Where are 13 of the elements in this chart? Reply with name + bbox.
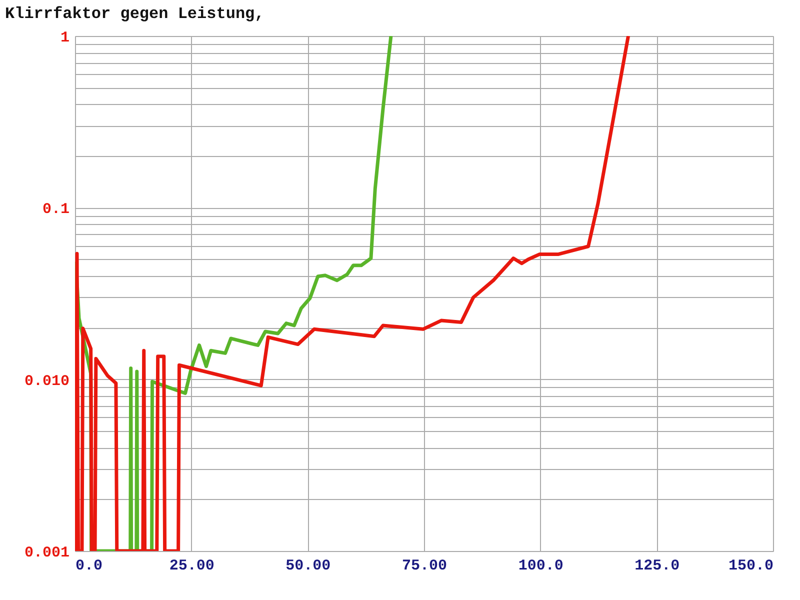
x-tick-label: 75.00	[402, 558, 448, 574]
y-tick-label: 0.1	[42, 201, 70, 218]
x-tick-label: 100.0	[518, 558, 564, 574]
y-tick-label: 0.001	[24, 544, 70, 562]
line-series	[75, 36, 630, 551]
x-tick-label: 25.00	[169, 558, 214, 574]
x-tick-label: 0.0	[76, 558, 103, 574]
x-tick-label: 50.00	[286, 558, 331, 574]
x-tick-label: 125.0	[634, 558, 680, 574]
chart-title: Klirrfaktor gegen Leistung,	[5, 5, 264, 23]
y-tick-label: 0.010	[24, 372, 70, 390]
x-tick-label: 150.0	[728, 558, 774, 574]
y-tick-label: 1	[60, 30, 70, 46]
